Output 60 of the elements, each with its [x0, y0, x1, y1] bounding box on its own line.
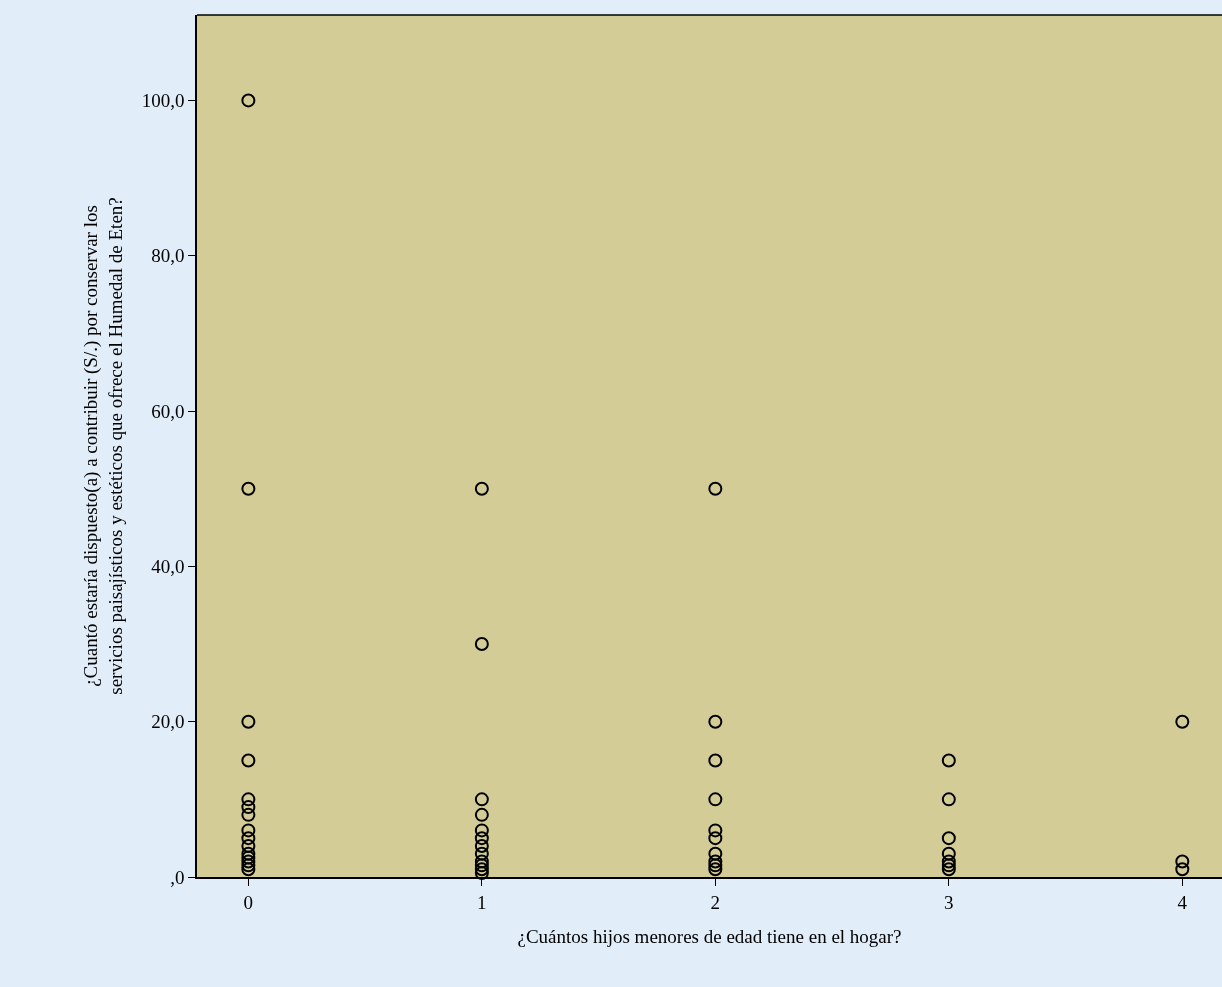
point — [241, 93, 256, 108]
point — [941, 858, 956, 873]
point — [241, 481, 256, 496]
x-tick-label: 1 — [477, 891, 487, 913]
point — [708, 831, 723, 846]
point — [708, 846, 723, 861]
point — [474, 846, 489, 861]
point — [474, 858, 489, 873]
point — [241, 838, 256, 853]
point — [474, 792, 489, 807]
y-tick-label: ,0 — [170, 866, 185, 888]
point — [941, 753, 956, 768]
point — [241, 850, 256, 865]
point — [241, 862, 256, 877]
point — [241, 714, 256, 729]
point — [474, 838, 489, 853]
point — [241, 854, 256, 869]
point — [708, 823, 723, 838]
point — [474, 481, 489, 496]
x-tick-label: 2 — [710, 891, 721, 913]
y-tick-label: 20,0 — [151, 711, 185, 733]
point — [474, 823, 489, 838]
y-axis-title: ¿Cuantó estaría dispuesto(a) a contribuir (S/.) por conservar los servicios paisajísticos y estéticos que ofrece el Humedal de Eten? — [80, 197, 127, 695]
point — [474, 854, 489, 869]
y-tick-label: 100,0 — [141, 90, 185, 112]
point — [708, 481, 723, 496]
point — [941, 854, 956, 869]
y-tick-label: 80,0 — [151, 245, 185, 267]
point — [941, 792, 956, 807]
point — [241, 846, 256, 861]
point — [474, 866, 489, 881]
y-tick-label: 40,0 — [151, 556, 185, 578]
point — [241, 858, 256, 873]
point — [241, 792, 256, 807]
y-tick-label: 60,0 — [151, 400, 185, 422]
point — [941, 831, 956, 846]
point — [1175, 854, 1190, 869]
point — [474, 862, 489, 877]
point — [474, 831, 489, 846]
point — [474, 637, 489, 652]
point — [708, 714, 723, 729]
point — [241, 831, 256, 846]
point — [241, 753, 256, 768]
point — [708, 858, 723, 873]
point — [708, 792, 723, 807]
point — [708, 854, 723, 869]
point — [708, 753, 723, 768]
point — [1175, 862, 1190, 877]
x-tick-label: 4 — [1177, 891, 1188, 913]
point — [241, 823, 256, 838]
point — [241, 807, 256, 822]
point — [1175, 714, 1190, 729]
point — [708, 862, 723, 877]
point — [941, 846, 956, 861]
point — [474, 807, 489, 822]
point — [941, 862, 956, 877]
point — [241, 800, 256, 815]
x-tick-label: 0 — [243, 891, 254, 913]
x-axis-title: ¿Cuántos hijos menores de edad tiene en el hogar? — [517, 925, 902, 947]
x-tick-label: 3 — [944, 891, 954, 913]
